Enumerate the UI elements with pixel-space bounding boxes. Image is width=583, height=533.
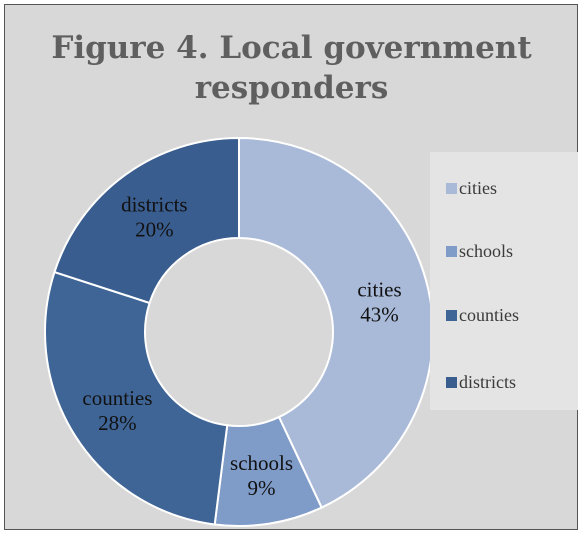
legend-swatch-schools bbox=[446, 245, 457, 257]
slice-percent-counties: 28% bbox=[98, 411, 137, 435]
slice-category-cities: cities bbox=[357, 278, 401, 302]
slice-label-cities: cities 43% bbox=[357, 278, 401, 327]
slice-label-schools: schools 9% bbox=[230, 451, 293, 500]
legend-label-cities: cities bbox=[459, 177, 497, 198]
slice-percent-cities: 43% bbox=[360, 303, 399, 327]
slice-category-schools: schools bbox=[230, 451, 293, 475]
legend-swatch-cities bbox=[446, 182, 457, 194]
chart-title: Figure 4. Local government responders bbox=[51, 30, 532, 106]
legend-item-counties: counties bbox=[446, 303, 519, 327]
legend-swatch-districts bbox=[446, 376, 457, 388]
chart-legend: cities schools counties districts bbox=[430, 152, 578, 410]
slice-category-counties: counties bbox=[82, 386, 152, 410]
slice-category-districts: districts bbox=[121, 193, 188, 217]
legend-item-cities: cities bbox=[446, 176, 497, 200]
slice-percent-schools: 9% bbox=[248, 476, 276, 500]
slice-label-districts: districts 20% bbox=[121, 193, 188, 242]
legend-label-districts: districts bbox=[459, 371, 516, 392]
legend-label-schools: schools bbox=[459, 240, 513, 261]
legend-item-districts: districts bbox=[446, 370, 516, 394]
legend-item-schools: schools bbox=[446, 239, 513, 263]
legend-swatch-counties bbox=[446, 309, 457, 321]
slice-cities bbox=[238, 136, 434, 509]
legend-label-counties: counties bbox=[459, 304, 519, 325]
slice-counties bbox=[44, 270, 229, 526]
slice-districts bbox=[53, 136, 240, 305]
slice-label-counties: counties 28% bbox=[82, 386, 152, 435]
slice-percent-districts: 20% bbox=[135, 218, 174, 242]
